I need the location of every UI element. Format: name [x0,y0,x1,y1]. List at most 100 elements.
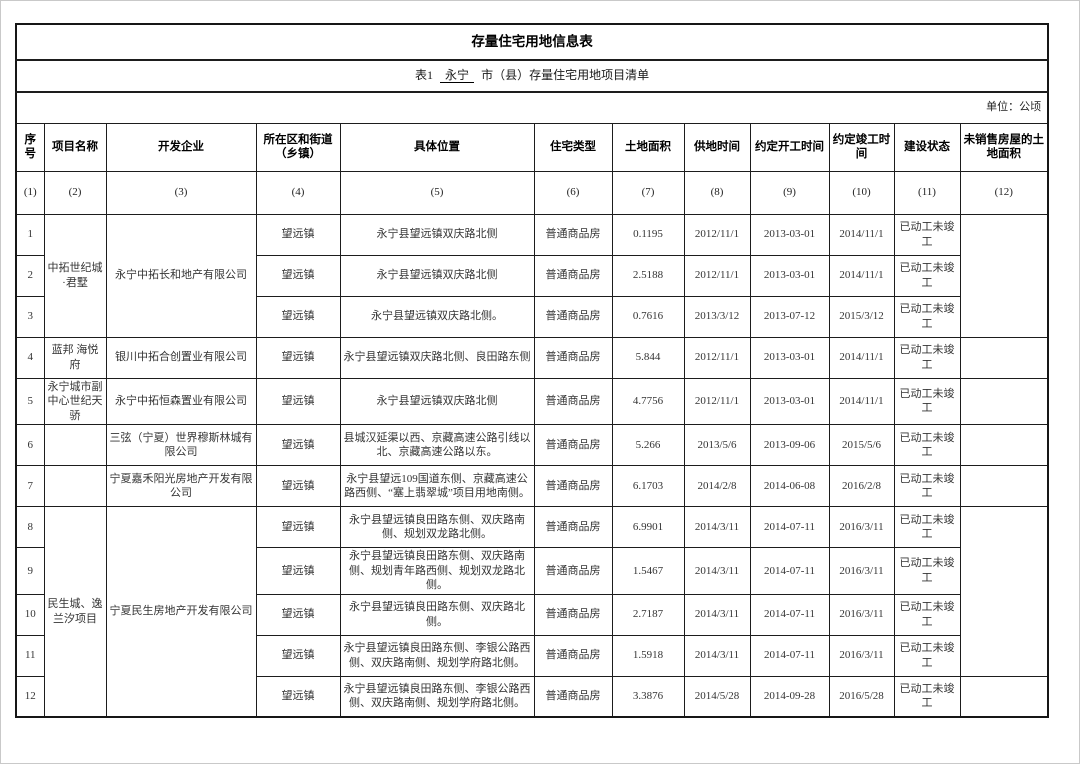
cell-no: 11 [15,634,45,677]
cell-completion-date: 2016/3/11 [828,506,895,549]
cell-completion-date: 2016/3/11 [828,547,895,595]
cell-location: 永宁县望远镇双庆路北侧。 [339,295,535,338]
unit-row: 单位：公顷 [15,91,1049,124]
title-row: 存量住宅用地信息表 [15,23,1049,61]
cell-completion-date: 2014/11/1 [828,254,895,297]
cell-start-date: 2013-07-12 [749,295,830,338]
cell-no: 8 [15,506,45,549]
cell-status: 已动工未竣工 [893,506,961,549]
subtitle: 表1 永宁 市（县）存量住宅用地项目清单 [15,59,1049,93]
cell-town: 望远镇 [255,506,341,549]
header-index-row: (1) (2) (3) (4) (5) (6) (7) (8) (9) (10)… [15,170,1049,215]
cell-area: 2.5188 [611,254,685,297]
col-header-developer: 开发企业 [105,122,257,172]
cell-start-date: 2014-07-11 [749,506,830,549]
cell-status: 已动工未竣工 [893,213,961,256]
cell-developer: 银川中拓合创置业有限公司 [105,336,257,379]
col-index-5: (5) [339,170,535,215]
table-row: 1 中拓世纪城·君墅 永宁中拓长和地产有限公司 望远镇 永宁县望远镇双庆路北侧 … [15,213,1049,338]
cell-supply-date: 2012/11/1 [683,336,751,379]
cell-unsold-area [959,506,1049,677]
col-index-12: (12) [959,170,1049,215]
col-header-completion-date: 约定竣工时间 [828,122,895,172]
cell-project-name: 永宁城市副中心世纪天骄 [43,377,107,426]
table-row: 4 蓝邦 海悦府 银川中拓合创置业有限公司 望远镇 永宁县望远镇双庆路北侧、良田… [15,336,1049,379]
stock-residential-land-table: 存量住宅用地信息表 表1 永宁 市（县）存量住宅用地项目清单 单位：公顷 序号 … [15,23,1050,719]
col-index-8: (8) [683,170,751,215]
cell-town: 望远镇 [255,213,341,256]
cell-start-date: 2014-06-08 [749,465,830,508]
subtitle-row: 表1 永宁 市（县）存量住宅用地项目清单 [15,59,1049,93]
land-info-sheet: 存量住宅用地信息表 表1 永宁 市（县）存量住宅用地项目清单 单位：公顷 序号 … [15,23,1050,719]
cell-supply-date: 2013/3/12 [683,295,751,338]
header-row: 序号 项目名称 开发企业 所在区和街道（乡镇） 具体位置 住宅类型 土地面积 供… [15,122,1049,172]
table-row: 3 望远镇 永宁县望远镇双庆路北侧。 普通商品房 0.7616 2013/3/1… [15,295,1048,338]
cell-status: 已动工未竣工 [893,547,961,595]
cell-type: 普通商品房 [533,634,613,677]
cell-unsold-area [959,213,1049,338]
col-index-11: (11) [893,170,961,215]
cell-area: 0.7616 [611,295,685,338]
cell-town: 望远镇 [255,377,341,426]
cell-no: 1 [15,213,45,256]
cell-project-name: 民生城、逸兰汐项目 [43,506,107,718]
col-index-6: (6) [533,170,613,215]
cell-town: 望远镇 [255,675,341,718]
table-row: 9 望远镇 永宁县望远镇良田路东侧、双庆路南侧、规划青年路西侧、规划双龙路北侧。… [15,547,1048,595]
cell-town: 望远镇 [255,254,341,297]
cell-start-date: 2014-07-11 [749,547,830,595]
cell-no: 10 [15,593,45,636]
cell-developer: 宁夏民生房地产开发有限公司 [105,506,257,718]
col-header-district: 所在区和街道（乡镇） [255,122,341,172]
cell-area: 2.7187 [611,593,685,636]
cell-status: 已动工未竣工 [893,336,961,379]
cell-type: 普通商品房 [533,254,613,297]
cell-unsold-area [959,336,1049,379]
cell-supply-date: 2012/11/1 [683,213,751,256]
cell-area: 1.5467 [611,547,685,595]
cell-unsold-area [959,675,1049,718]
cell-supply-date: 2014/3/11 [683,634,751,677]
cell-type: 普通商品房 [533,213,613,256]
cell-supply-date: 2012/11/1 [683,254,751,297]
cell-no: 5 [15,377,45,426]
cell-location: 永宁县望远镇双庆路北侧 [339,213,535,256]
col-header-project-name: 项目名称 [43,122,107,172]
cell-location: 永宁县望远109国道东侧、京藏高速公路西侧、“塞上翡翠城”项目用地南侧。 [339,465,535,508]
col-index-10: (10) [828,170,895,215]
cell-status: 已动工未竣工 [893,424,961,467]
cell-status: 已动工未竣工 [893,634,961,677]
cell-area: 6.1703 [611,465,685,508]
cell-project-name: 中拓世纪城·君墅 [43,213,107,338]
cell-no: 2 [15,254,45,297]
cell-location: 永宁县望远镇双庆路北侧、良田路东侧 [339,336,535,379]
cell-town: 望远镇 [255,424,341,467]
cell-type: 普通商品房 [533,465,613,508]
subtitle-suffix: 市（县）存量住宅用地项目清单 [481,68,650,83]
cell-no: 6 [15,424,45,467]
cell-type: 普通商品房 [533,506,613,549]
cell-start-date: 2013-03-01 [749,213,830,256]
cell-project-name: 蓝邦 海悦府 [43,336,107,379]
cell-type: 普通商品房 [533,593,613,636]
col-header-unsold-area: 未销售房屋的土地面积 [959,122,1049,172]
cell-area: 4.7756 [611,377,685,426]
cell-unsold-area [959,377,1049,426]
unit-label: 单位：公顷 [15,91,1049,124]
table-row: 7 宁夏嘉禾阳光房地产开发有限公司 望远镇 永宁县望远109国道东侧、京藏高速公… [15,465,1049,508]
cell-developer: 三弦（宁夏）世界穆斯林城有限公司 [105,424,257,467]
cell-supply-date: 2014/3/11 [683,506,751,549]
cell-developer: 永宁中拓长和地产有限公司 [105,213,257,338]
cell-location: 永宁县望远镇良田路东侧、双庆路南侧、规划青年路西侧、规划双龙路北侧。 [339,547,535,595]
col-header-supply-date: 供地时间 [683,122,751,172]
cell-start-date: 2013-03-01 [749,336,830,379]
cell-completion-date: 2016/3/11 [828,634,895,677]
cell-unsold-area [959,465,1049,508]
cell-supply-date: 2014/5/28 [683,675,751,718]
cell-completion-date: 2015/3/12 [828,295,895,338]
cell-location: 永宁县望远镇双庆路北侧 [339,254,535,297]
cell-town: 望远镇 [255,547,341,595]
cell-developer: 宁夏嘉禾阳光房地产开发有限公司 [105,465,257,508]
cell-location: 永宁县望远镇良田路东侧、李银公路西侧、双庆路南侧、规划学府路北侧。 [339,634,535,677]
col-header-location: 具体位置 [339,122,535,172]
